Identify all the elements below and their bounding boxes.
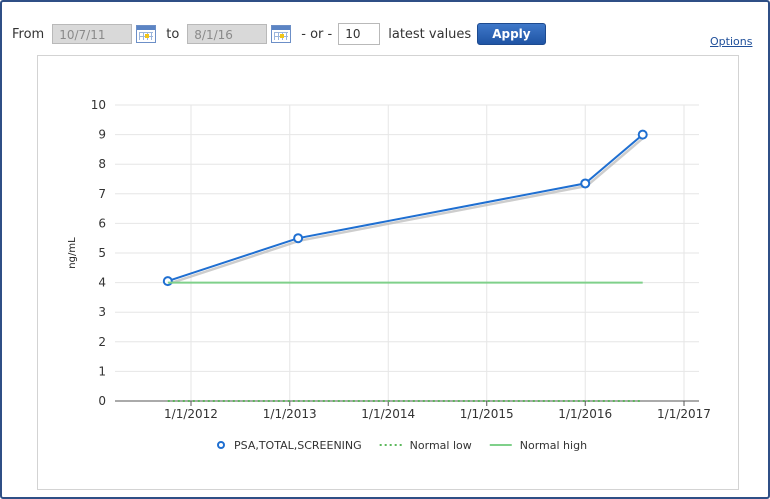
x-tick-label: 1/1/2017 — [657, 407, 711, 421]
y-tick-label: 9 — [98, 128, 106, 142]
to-date-input[interactable]: 8/1/16 — [187, 24, 268, 44]
data-point[interactable] — [293, 233, 304, 244]
x-tick-label: 1/1/2012 — [164, 407, 218, 421]
legend-marker — [217, 441, 225, 449]
latest-count-input[interactable]: 10 — [338, 23, 381, 45]
data-point[interactable] — [162, 276, 173, 287]
calendar-icon[interactable] — [136, 25, 157, 43]
to-label: to — [166, 26, 180, 42]
y-axis-label: ng/mL — [67, 237, 78, 269]
from-date-input[interactable]: 10/7/11 — [52, 24, 133, 44]
x-tick-label: 1/1/2016 — [558, 407, 612, 421]
apply-button[interactable]: Apply — [477, 23, 546, 45]
or-label: - or - — [301, 26, 333, 42]
x-tick-label: 1/1/2014 — [361, 407, 415, 421]
y-tick-label: 2 — [98, 335, 106, 349]
calendar-icon[interactable] — [271, 25, 292, 43]
legend-label: Normal high — [520, 439, 587, 452]
y-tick-label: 10 — [91, 98, 106, 112]
legend-label: PSA,TOTAL,SCREENING — [234, 439, 362, 452]
psa-trend-chart: 0 1 2 3 4 5 6 7 8 9 10 1/1/2012 1/1/2013 1/1/2014 1/1/… — [67, 98, 711, 452]
x-tick-label: 1/1/2015 — [460, 407, 514, 421]
y-tick-label: 5 — [98, 246, 106, 260]
x-tick-label: 1/1/2013 — [263, 407, 317, 421]
y-tick-label: 3 — [98, 305, 106, 319]
data-point[interactable] — [637, 129, 648, 140]
y-tick-label: 1 — [98, 364, 106, 378]
date-range-toolbar: From 10/7/11 to 8/1/16 - or - 10 latest … — [12, 22, 546, 46]
y-tick-label: 4 — [98, 276, 106, 290]
series-shadow — [168, 136, 646, 285]
data-point[interactable] — [580, 178, 591, 189]
options-link[interactable]: Options — [710, 35, 753, 48]
y-tick-label: 8 — [98, 157, 106, 171]
y-tick-label: 6 — [98, 216, 106, 230]
y-tick-label: 7 — [98, 187, 106, 201]
chart-panel: 0 1 2 3 4 5 6 7 8 9 10 1/1/2012 1/1/2013 1/1/2014 1/1/… — [37, 55, 739, 490]
legend-label: Normal low — [410, 439, 472, 452]
from-label: From — [12, 26, 45, 42]
y-tick-label: 0 — [98, 394, 106, 408]
latest-values-label: latest values — [388, 26, 472, 42]
series-line-psa — [167, 133, 644, 283]
